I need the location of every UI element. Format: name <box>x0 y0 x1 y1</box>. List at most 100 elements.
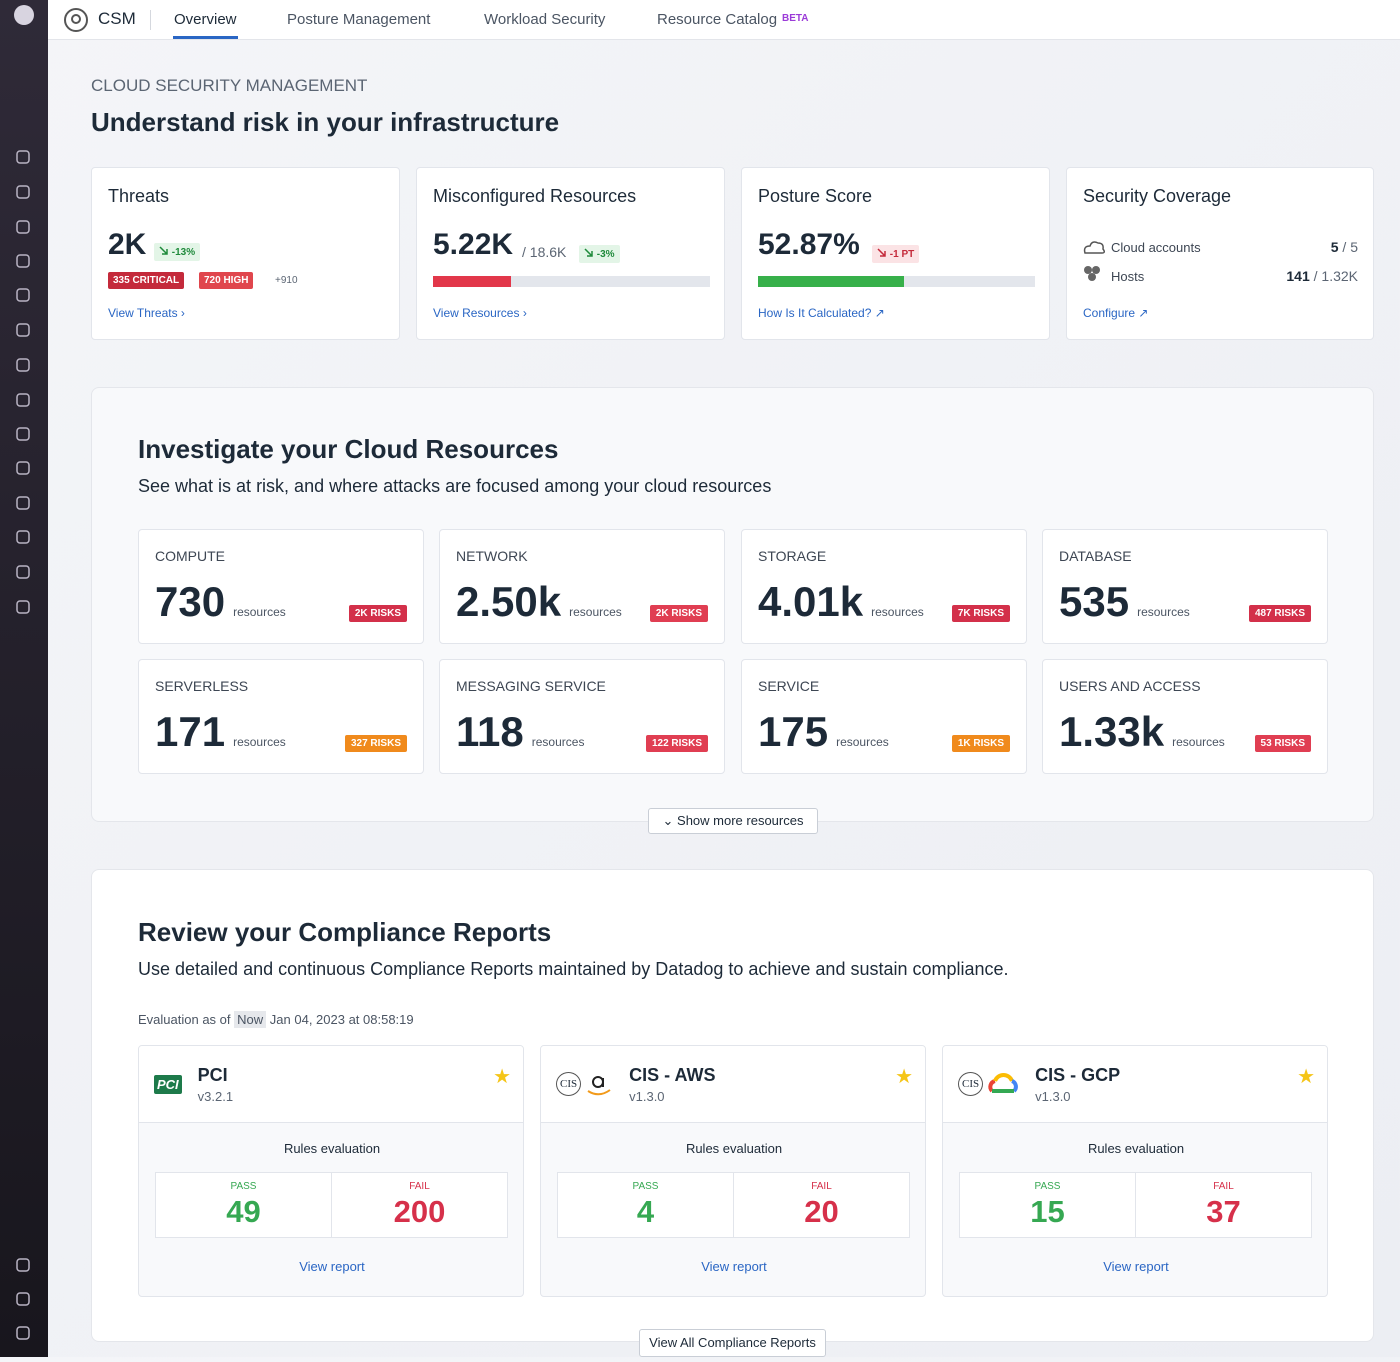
nav-icon[interactable] <box>16 600 30 614</box>
view-report-link[interactable]: View report <box>1103 1259 1169 1274</box>
section-subtitle: Use detailed and continuous Compliance R… <box>138 959 1009 979</box>
nav-icon[interactable] <box>16 323 30 337</box>
misconfigured-card: Misconfigured Resources 5.22K / 18.6K -3… <box>416 167 725 340</box>
resource-unit: resources <box>531 735 585 749</box>
eyebrow: CLOUD SECURITY MANAGEMENT <box>91 76 368 95</box>
resource-unit: resources <box>871 605 924 619</box>
nav-icon[interactable] <box>16 220 30 234</box>
nav-icon[interactable] <box>16 358 30 372</box>
logo[interactable] <box>14 5 34 25</box>
link-text[interactable]: How Is It Calculated? <box>758 306 872 320</box>
nav-icon[interactable] <box>16 288 30 302</box>
star: ★ <box>493 1066 511 1088</box>
resource-card[interactable]: NETWORK 2.50k resources 2K RISKS <box>439 529 725 644</box>
progress-track <box>433 276 710 287</box>
nav-icon[interactable] <box>16 530 30 544</box>
resource-count-row: 4.01k resources <box>758 578 924 626</box>
top-nav: CSM Overview Posture Management Workload… <box>48 0 1400 40</box>
coverage-card: Security Coverage Cloud accounts 5 / 5 H… <box>1066 167 1374 340</box>
fail-value: 20 <box>804 1194 839 1229</box>
change: -1 PT <box>889 249 915 260</box>
view-report-link[interactable]: View report <box>701 1259 767 1274</box>
pass-cell: PASS 49 <box>156 1173 331 1237</box>
nav-icon[interactable] <box>16 565 30 579</box>
fail-cell: FAIL 37 <box>1135 1173 1311 1237</box>
button-text[interactable]: Show more resources <box>677 813 804 828</box>
total: / 1.32K <box>1313 268 1358 284</box>
rules-label: Rules evaluation <box>685 1141 783 1156</box>
nav-icon[interactable] <box>16 254 30 268</box>
rules-box: PASS 49 FAIL 200 <box>155 1172 508 1238</box>
coverage-icons <box>1083 241 1106 281</box>
pass-cell: PASS 15 <box>960 1173 1135 1237</box>
link[interactable]: How Is It Calculated? ↗ <box>758 306 885 320</box>
nav-icon[interactable] <box>16 393 30 407</box>
link-text[interactable]: View Threats <box>108 306 178 320</box>
resource-name: DATABASE <box>1059 548 1132 564</box>
resource-count-row: 535 resources <box>1059 578 1190 626</box>
tab[interactable]: Resource Catalog <box>657 11 778 28</box>
resource-card[interactable]: SERVERLESS 171 resources 327 RISKS <box>138 659 424 774</box>
row-value: 5 / 5 <box>1331 239 1358 255</box>
report-title: CIS - AWS v1.3.0 <box>629 1065 715 1104</box>
card-title: Misconfigured Resources <box>433 186 637 206</box>
section-title: Investigate your Cloud Resources <box>138 434 559 464</box>
link[interactable]: View Threats › <box>108 306 185 320</box>
report-name: PCI <box>197 1064 228 1085</box>
tab-underline <box>173 36 238 39</box>
resource-unit: resources <box>569 605 622 619</box>
link[interactable]: View Resources › <box>433 306 527 320</box>
risk-badge: 327 RISKS <box>344 735 407 752</box>
resource-count: 118 <box>456 708 524 755</box>
nav-icon[interactable] <box>16 185 30 199</box>
resource-card[interactable]: SERVICE 175 resources 1K RISKS <box>741 659 1027 774</box>
report-version: v1.3.0 <box>629 1088 665 1104</box>
change: -3% <box>596 249 615 260</box>
nav-icon[interactable] <box>16 1258 30 1272</box>
report-header: CIS CIS - GCP v1.3.0 <box>943 1046 1327 1123</box>
report-logo: CIS <box>958 1072 1019 1096</box>
fail-cell: FAIL 20 <box>733 1173 909 1237</box>
resource-unit: resources <box>836 735 889 749</box>
resource-card[interactable]: STORAGE 4.01k resources 7K RISKS <box>741 529 1027 644</box>
report-version: v1.3.0 <box>1035 1088 1071 1104</box>
resource-card[interactable]: DATABASE 535 resources 487 RISKS <box>1042 529 1328 644</box>
aws-logo <box>587 1076 611 1096</box>
resource-card[interactable]: USERS AND ACCESS 1.33k resources 53 RISKS <box>1042 659 1328 774</box>
resource-count: 2.50k <box>456 578 562 625</box>
tab[interactable]: Overview <box>174 11 237 28</box>
card-title: Posture Score <box>758 186 873 206</box>
link-text[interactable]: Configure <box>1083 306 1136 320</box>
resource-card[interactable]: MESSAGING SERVICE 118 resources 122 RISKS <box>439 659 725 774</box>
view-report-link[interactable]: View report <box>299 1259 365 1274</box>
tab[interactable]: Workload Security <box>484 11 606 28</box>
score: 52.87% <box>758 228 860 261</box>
link[interactable]: Configure ↗ <box>1083 306 1149 320</box>
progress-bar <box>433 276 511 287</box>
resource-card[interactable]: COMPUTE 730 resources 2K RISKS <box>138 529 424 644</box>
resource-name: SERVERLESS <box>155 678 249 694</box>
arrow <box>159 246 168 255</box>
nav-icon[interactable] <box>16 461 30 475</box>
row-value: 141 / 1.32K <box>1286 268 1358 284</box>
nav-icon[interactable] <box>16 427 30 441</box>
nav-icon[interactable] <box>16 496 30 510</box>
evaluation: Evaluation as of Now Jan 04, 2023 at 08:… <box>138 1011 414 1028</box>
change-pill: -13% <box>154 243 201 261</box>
nav-icon[interactable] <box>16 1326 30 1340</box>
tab[interactable]: Posture Management <box>287 11 431 28</box>
fail-label: FAIL <box>409 1181 430 1192</box>
now-badge: Now <box>234 1011 267 1028</box>
resource-name: SERVICE <box>758 678 820 694</box>
nav-icon[interactable] <box>16 1292 30 1306</box>
report-logo: CIS <box>556 1070 613 1098</box>
view-all-button[interactable]: View All Compliance Reports <box>639 1329 826 1357</box>
resource-name: MESSAGING SERVICE <box>456 678 606 694</box>
arrow <box>877 248 886 257</box>
show-more-button[interactable]: ⌄ Show more resources <box>648 808 818 834</box>
pass-label: PASS <box>230 1181 257 1192</box>
card-title: Security Coverage <box>1083 186 1232 206</box>
link-text[interactable]: View Resources <box>433 306 520 320</box>
change-pill: -1 PT <box>872 245 920 263</box>
nav-icon[interactable] <box>16 150 30 164</box>
